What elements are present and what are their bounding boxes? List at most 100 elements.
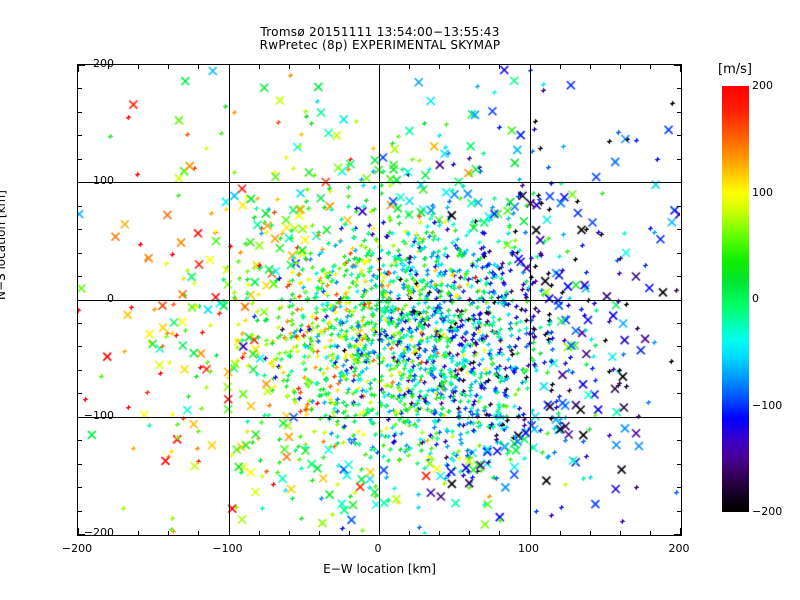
axis-tick xyxy=(349,65,350,69)
axis-tick xyxy=(78,346,82,347)
axis-tick xyxy=(78,112,82,113)
axis-tick xyxy=(78,511,82,512)
y-axis-title: N−S location [km] xyxy=(0,190,8,300)
axis-tick xyxy=(168,65,169,69)
axis-tick xyxy=(677,229,681,230)
axis-tick xyxy=(530,528,531,535)
axis-tick xyxy=(229,65,230,72)
axis-tick xyxy=(677,206,681,207)
axis-tick xyxy=(674,182,681,183)
axis-tick xyxy=(677,393,681,394)
axis-tick xyxy=(590,65,591,69)
colorbar-tick-label: −100 xyxy=(752,398,783,412)
scatter-plot-canvas[interactable] xyxy=(78,65,680,534)
axis-tick xyxy=(677,511,681,512)
axis-tick xyxy=(499,65,500,69)
axis-tick xyxy=(78,253,82,254)
axis-tick xyxy=(259,531,260,535)
axis-tick xyxy=(590,531,591,535)
plot-area[interactable] xyxy=(77,64,682,536)
axis-tick xyxy=(439,531,440,535)
axis-tick xyxy=(229,528,230,535)
axis-tick xyxy=(409,65,410,69)
axis-tick xyxy=(108,531,109,535)
axis-tick xyxy=(259,65,260,69)
axis-tick xyxy=(409,531,410,535)
axis-tick xyxy=(138,531,139,535)
axis-tick xyxy=(78,65,85,66)
axis-tick xyxy=(677,323,681,324)
axis-tick xyxy=(677,112,681,113)
x-tick-label: 200 xyxy=(668,542,690,555)
axis-tick xyxy=(78,464,82,465)
axis-tick xyxy=(560,65,561,69)
axis-tick xyxy=(78,393,82,394)
axis-tick xyxy=(530,65,531,72)
y-tick-label: 200 xyxy=(93,57,114,70)
colorbar-gradient xyxy=(722,86,749,512)
axis-tick xyxy=(108,65,109,69)
axis-tick xyxy=(677,440,681,441)
title-line-2: RwPretec (8p) EXPERIMENTAL SKYMAP xyxy=(259,38,501,52)
axis-tick xyxy=(680,528,681,535)
axis-tick xyxy=(78,323,82,324)
axis-tick xyxy=(560,531,561,535)
axis-tick xyxy=(650,531,651,535)
colorbar[interactable] xyxy=(722,86,749,512)
axis-tick xyxy=(78,206,82,207)
title-line-1: Tromsø 20151111 13:54:00−13:55:43 xyxy=(260,25,500,39)
axis-tick xyxy=(319,65,320,69)
axis-tick xyxy=(78,88,82,89)
x-tick-label: −100 xyxy=(212,542,243,555)
y-tick-label: −200 xyxy=(83,526,114,539)
axis-tick xyxy=(677,487,681,488)
axis-tick xyxy=(198,65,199,69)
axis-tick xyxy=(379,65,380,72)
axis-tick xyxy=(319,531,320,535)
axis-tick xyxy=(78,487,82,488)
axis-tick xyxy=(499,531,500,535)
axis-tick xyxy=(349,531,350,535)
axis-tick xyxy=(289,65,290,69)
colorbar-unit-label: [m/s] xyxy=(718,62,752,77)
axis-tick xyxy=(379,528,380,535)
axis-tick xyxy=(677,346,681,347)
axis-tick xyxy=(78,159,82,160)
axis-tick xyxy=(469,65,470,69)
y-tick-label: 0 xyxy=(107,291,114,305)
colorbar-tick-label: 100 xyxy=(752,185,773,199)
axis-tick xyxy=(78,528,79,535)
axis-tick xyxy=(620,531,621,535)
x-tick-label: 100 xyxy=(518,542,539,555)
axis-tick xyxy=(469,531,470,535)
colorbar-tick-label: 200 xyxy=(752,79,773,92)
axis-tick xyxy=(677,88,681,89)
x-axis-title: E−W location [km] xyxy=(323,562,436,576)
axis-tick xyxy=(674,534,681,535)
axis-tick xyxy=(677,253,681,254)
axis-tick xyxy=(650,65,651,69)
axis-tick xyxy=(78,135,82,136)
axis-tick xyxy=(138,65,139,69)
axis-tick xyxy=(674,300,681,301)
axis-tick xyxy=(78,417,85,418)
axis-tick xyxy=(78,182,85,183)
axis-tick xyxy=(78,276,82,277)
axis-tick xyxy=(677,159,681,160)
axis-tick xyxy=(677,276,681,277)
axis-tick xyxy=(78,229,82,230)
axis-tick xyxy=(674,417,681,418)
colorbar-tick-label: 0 xyxy=(752,292,759,305)
axis-tick xyxy=(78,300,85,301)
axis-tick xyxy=(677,135,681,136)
axis-tick xyxy=(168,531,169,535)
axis-tick xyxy=(78,534,85,535)
x-tick-label: 0 xyxy=(374,542,382,555)
axis-tick xyxy=(620,65,621,69)
axis-tick xyxy=(78,65,79,72)
axis-tick xyxy=(439,65,440,69)
axis-tick xyxy=(289,531,290,535)
axis-tick xyxy=(78,440,82,441)
axis-tick xyxy=(674,65,681,66)
